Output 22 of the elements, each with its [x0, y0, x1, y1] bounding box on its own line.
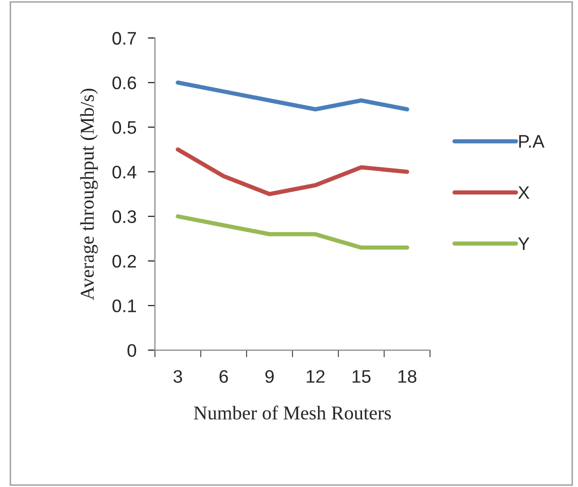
y-tick-label: 0.4: [112, 166, 136, 178]
y-tick-label: 0.7: [112, 32, 136, 45]
legend-label: X: [518, 186, 530, 199]
y-tick-label: 0.3: [112, 210, 136, 224]
legend-label: P.A: [519, 135, 544, 148]
x-tick-label: 12: [306, 370, 325, 383]
x-axis-title: Number of Mesh Routers: [194, 406, 391, 420]
y-tick-label: 0: [128, 344, 136, 357]
x-tick-label: 18: [398, 370, 416, 383]
y-axis-title: Average throughput (Mb/s): [80, 88, 98, 300]
y-tick-label: 0.2: [112, 254, 136, 268]
line-series: [176, 147, 410, 196]
y-tick-label: 0.1: [112, 299, 136, 312]
x-tick-label: 3: [174, 370, 182, 383]
x-tick-label: 15: [352, 370, 371, 383]
legend-label: Y: [518, 237, 530, 250]
x-tick-label: 6: [220, 370, 228, 383]
line-series: [176, 80, 410, 112]
line-series: [176, 214, 410, 250]
x-tick-label: 9: [265, 370, 274, 383]
y-tick-label: 0.6: [112, 76, 136, 90]
y-tick-label: 0.5: [112, 121, 136, 134]
